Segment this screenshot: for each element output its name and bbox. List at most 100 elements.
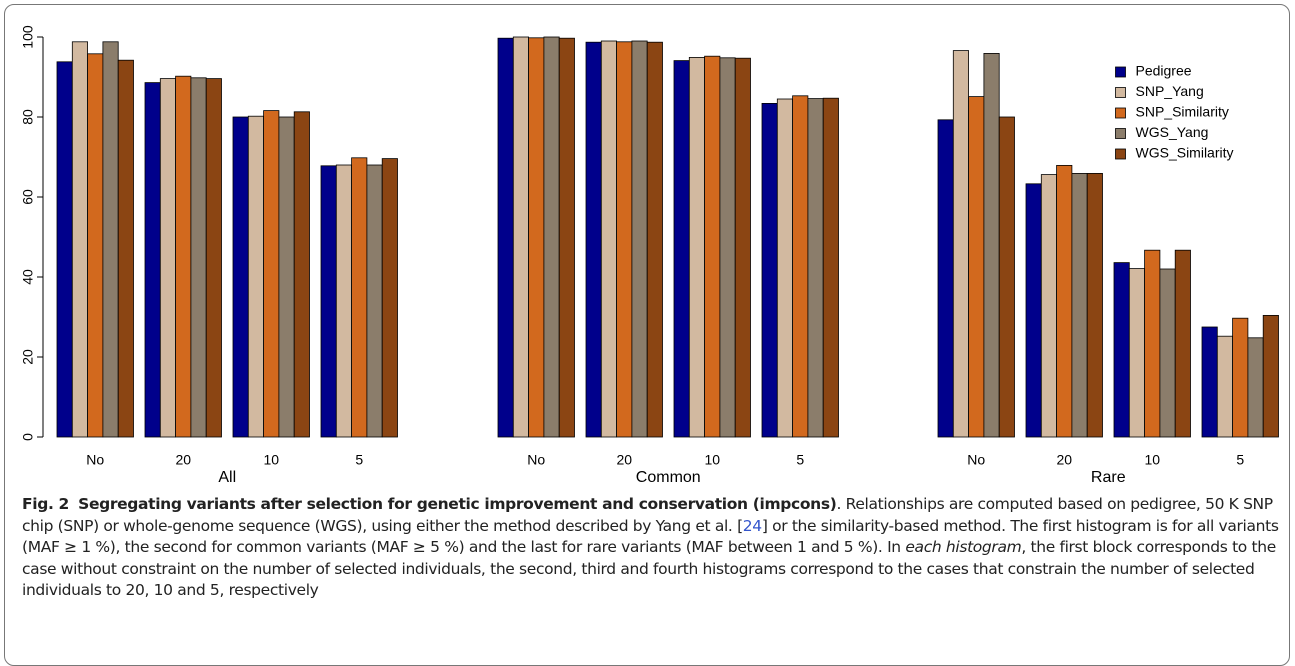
bar — [512, 36, 529, 438]
caption-text: , the first block corresponds to the cas… — [22, 538, 1276, 599]
legend-label: WGS_Similarity — [1136, 145, 1234, 161]
bar — [1128, 268, 1146, 438]
bar — [1262, 314, 1279, 438]
bar — [1056, 164, 1073, 438]
x-tick-label: 5 — [796, 452, 804, 468]
y-tick-label: 80 — [20, 109, 36, 125]
legend-label: SNP_Yang — [1136, 83, 1204, 99]
legend-label: WGS_Yang — [1136, 124, 1209, 140]
bar — [497, 37, 514, 438]
bar — [1216, 335, 1234, 438]
bar — [144, 82, 161, 438]
x-tick-label: 5 — [1236, 452, 1244, 468]
legend-swatch — [1115, 148, 1126, 160]
y-tick-label: 20 — [20, 349, 36, 365]
bar — [293, 111, 310, 438]
bar — [205, 78, 222, 438]
bar — [102, 41, 119, 438]
bar — [366, 164, 383, 438]
y-tick-label: 40 — [20, 269, 36, 285]
x-tick-label: 20 — [175, 452, 191, 468]
page: 0 20 40 60 80 100 No 20 10 5 All No 20 10 5 Common No 20 1… — [4, 4, 1290, 666]
x-tick-label: No — [527, 452, 545, 468]
bar — [351, 157, 368, 438]
bar — [71, 41, 89, 438]
bar — [1247, 337, 1264, 438]
bar — [558, 37, 575, 438]
bar — [585, 41, 602, 438]
bar — [1201, 326, 1218, 438]
legend-label: SNP_Similarity — [1136, 104, 1229, 120]
x-tick-label: 20 — [1056, 452, 1072, 468]
bar — [704, 55, 721, 438]
bar — [631, 40, 648, 438]
legend-swatch — [1115, 66, 1126, 78]
bar — [937, 119, 954, 438]
bar — [600, 40, 617, 438]
bar — [1025, 183, 1042, 438]
bar — [190, 77, 207, 438]
bar — [822, 97, 839, 438]
bar — [983, 53, 1000, 438]
bar — [117, 59, 134, 438]
bar — [719, 57, 736, 438]
bar — [1040, 174, 1058, 438]
x-tick-label: 10 — [263, 452, 279, 468]
x-tick-label: 10 — [704, 452, 720, 468]
y-tick-label: 0 — [20, 433, 36, 441]
caption-text: ] or the similarity-based method. The fi… — [22, 516, 1279, 557]
bar — [247, 115, 265, 438]
caption-label: Fig. 2 — [22, 495, 69, 513]
bar — [968, 96, 985, 438]
bar — [381, 158, 398, 438]
x-axis-label: Rare — [1091, 469, 1126, 486]
bar — [263, 110, 280, 438]
legend-swatch — [1115, 107, 1126, 119]
bar — [1144, 249, 1161, 438]
bar — [335, 164, 352, 438]
bar — [761, 103, 778, 438]
bar — [1232, 317, 1249, 438]
x-axis-label: Common — [636, 469, 701, 486]
x-tick-label: 5 — [355, 452, 363, 468]
bar — [543, 36, 560, 438]
bar — [56, 61, 73, 438]
bar — [792, 95, 809, 438]
bar — [646, 41, 663, 438]
legend-swatch — [1115, 128, 1126, 139]
bar — [87, 53, 104, 438]
bar — [616, 41, 633, 438]
x-tick-label: 20 — [616, 452, 632, 468]
legend-swatch — [1115, 87, 1126, 98]
x-tick-label: No — [86, 452, 104, 468]
y-tick-label: 60 — [20, 189, 36, 205]
bar — [776, 98, 793, 438]
bar — [688, 57, 705, 438]
bar — [952, 50, 969, 438]
bar — [175, 75, 192, 438]
x-axis-label: All — [218, 469, 236, 486]
bar — [673, 60, 690, 438]
bar — [159, 78, 177, 438]
caption: Fig. 2 Segregating variants after select… — [22, 494, 1284, 602]
bar — [1086, 172, 1103, 438]
legend-label: Pedigree — [1136, 63, 1192, 79]
bar — [1071, 172, 1088, 438]
bar — [1174, 249, 1191, 438]
x-tick-label: No — [967, 452, 985, 468]
bar — [807, 98, 824, 438]
chart: 0 20 40 60 80 100 No 20 10 5 All No 20 10 5 Common No 20 1… — [20, 25, 1279, 486]
citation[interactable]: 24 — [742, 516, 762, 535]
bar — [528, 37, 545, 438]
bar — [232, 116, 249, 438]
caption-title: Segregating variants after selection for… — [78, 495, 837, 513]
caption-emphasis: each histogram — [905, 538, 1022, 556]
bar — [734, 57, 751, 438]
bar — [1159, 268, 1176, 438]
caption-text: . Relationships are computed based on pe… — [22, 495, 1273, 535]
bar — [278, 116, 295, 438]
x-tick-label: 10 — [1144, 452, 1160, 468]
bar — [1113, 262, 1130, 438]
bar — [320, 165, 337, 438]
bar — [998, 116, 1015, 438]
